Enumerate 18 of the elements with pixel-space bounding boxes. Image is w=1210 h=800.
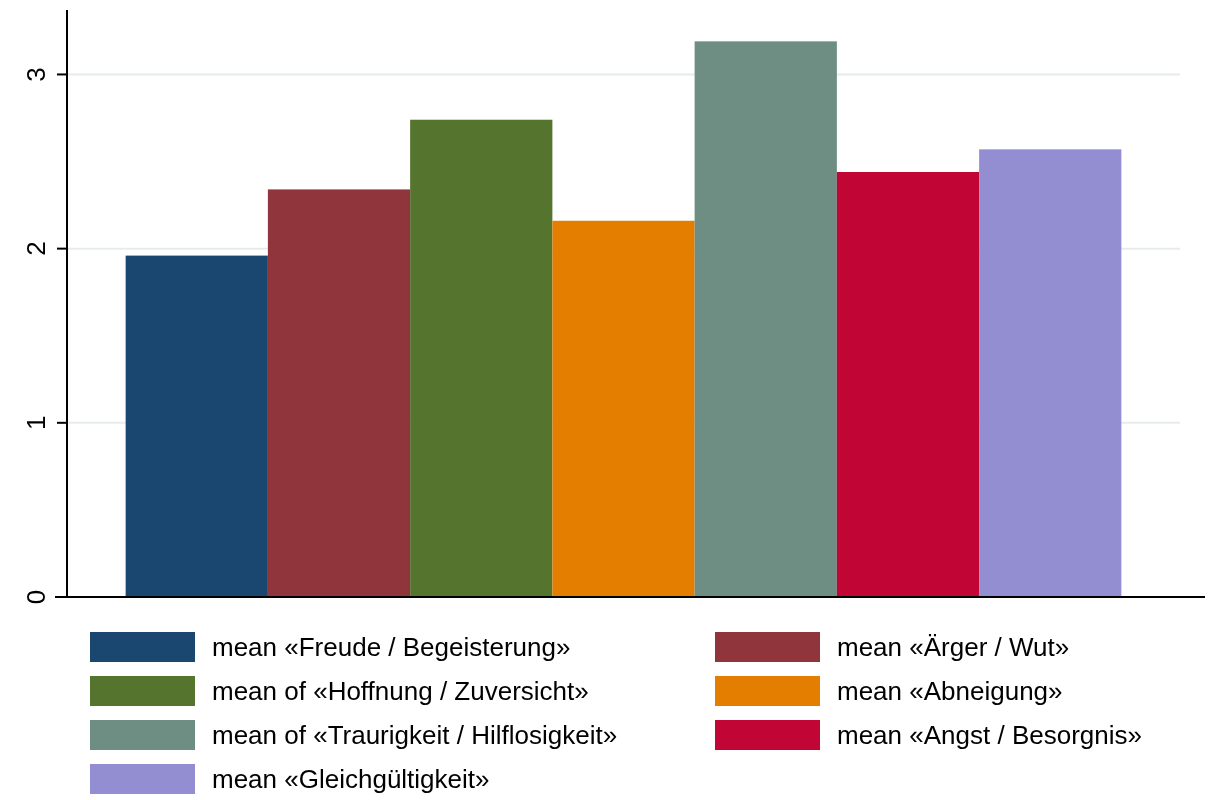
bar (836, 171, 980, 597)
legend-label: mean of «Hoffnung / Zuversicht» (212, 676, 589, 706)
y-tick-label: 1 (21, 415, 51, 431)
legend-label: mean «Abneigung» (837, 676, 1063, 706)
bar (694, 41, 837, 597)
legend-label: mean «Angst / Besorgnis» (837, 720, 1142, 750)
bar (552, 220, 695, 597)
legend-label: mean «Freude / Begeisterung» (212, 632, 571, 662)
bar (410, 119, 553, 597)
legend-label: mean of «Traurigkeit / Hilflosigkeit» (212, 720, 618, 750)
legend-label: mean «Ärger / Wut» (837, 632, 1070, 662)
bar (979, 149, 1122, 597)
y-tick-label: 3 (21, 67, 51, 82)
y-tick-label: 2 (21, 241, 51, 256)
y-tick-label: 0 (21, 589, 51, 605)
bar (125, 255, 268, 597)
legend-label: mean «Gleichgültigkeit» (212, 764, 490, 794)
bar (267, 189, 411, 597)
